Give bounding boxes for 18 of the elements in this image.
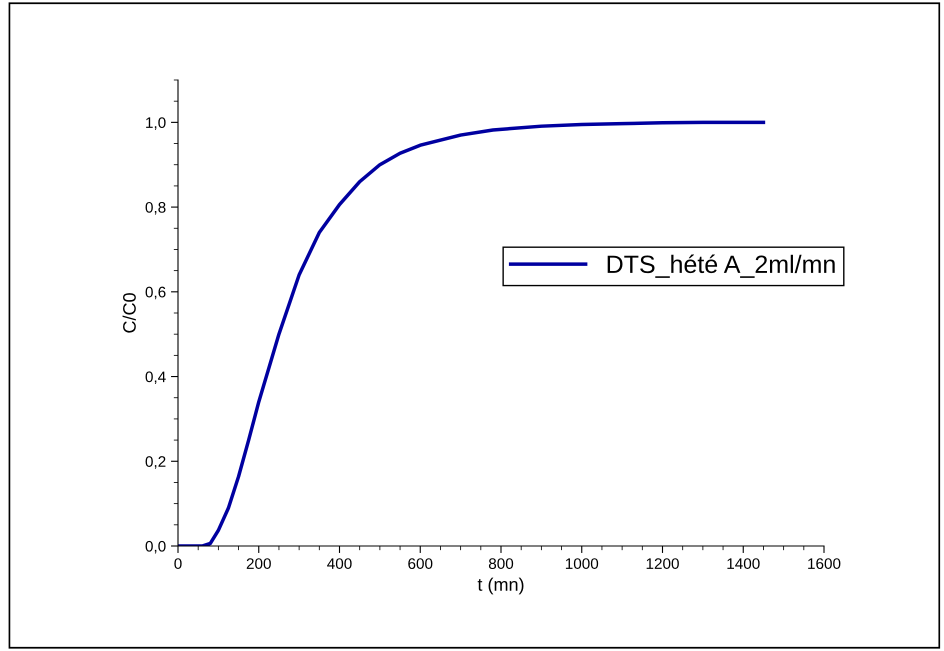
x-tick-label: 0 [174,558,182,570]
y-tick-label: 1,0 [146,117,166,130]
x-tick-label: 400 [327,558,352,570]
legend-label: DTS_hété A_2ml/mn [608,254,835,278]
y-tick-label: 0,2 [146,456,166,469]
x-tick-label: 1400 [727,558,760,570]
y-tick-label: 0,4 [146,371,166,384]
x-tick-label: 1200 [646,558,679,570]
x-tick-label: 600 [408,558,432,570]
x-tick-label: 200 [246,558,271,570]
x-tick-label: 1000 [566,558,598,570]
x-tick-label: 800 [488,558,514,570]
y-tick-label: 0,0 [146,540,166,554]
y-tick-label: 0,6 [146,286,166,300]
y-axis-title: C/C0 [122,293,136,333]
y-tick-label: 0,8 [146,202,166,215]
x-axis-title: t (mn) [478,578,524,594]
x-tick-label: 1600 [808,558,840,570]
